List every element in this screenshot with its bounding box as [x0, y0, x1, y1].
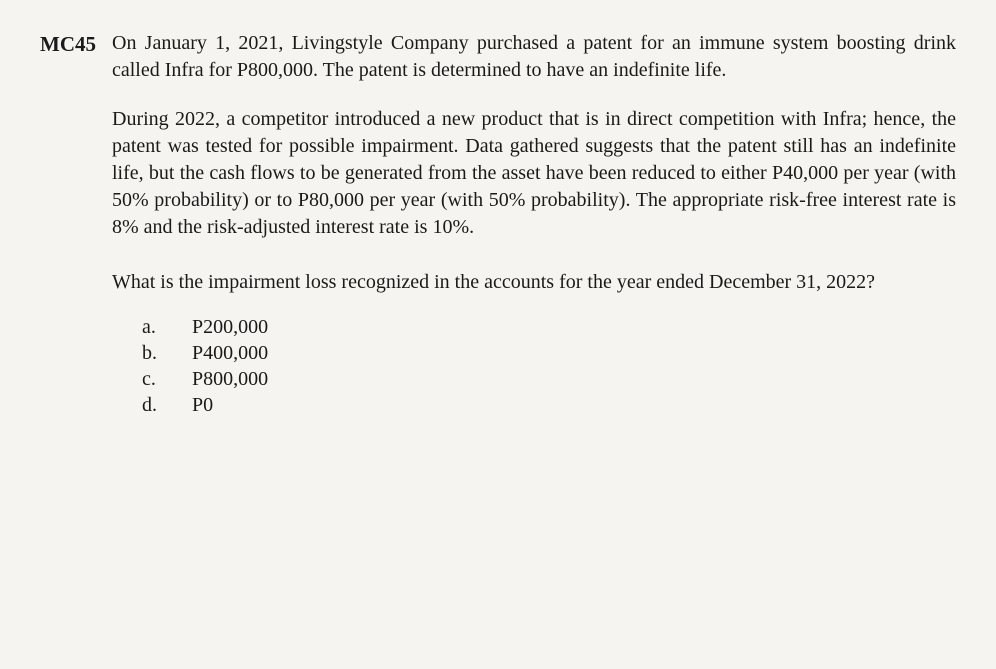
option-letter: d.: [142, 392, 162, 418]
question-content: On January 1, 2021, Livingstyle Company …: [112, 30, 956, 418]
question-number: MC45: [40, 30, 96, 418]
option-letter: c.: [142, 366, 162, 392]
option-value: P800,000: [192, 366, 956, 392]
answer-options: a. P200,000 b. P400,000 c. P800,000 d. P…: [142, 314, 956, 418]
option-value: P200,000: [192, 314, 956, 340]
option-d: d. P0: [142, 392, 956, 418]
option-value: P400,000: [192, 340, 956, 366]
option-b: b. P400,000: [142, 340, 956, 366]
option-letter: b.: [142, 340, 162, 366]
question-prompt: What is the impairment loss recognized i…: [112, 269, 956, 296]
paragraph-2: During 2022, a competitor introduced a n…: [112, 106, 956, 241]
question-block: MC45 On January 1, 2021, Livingstyle Com…: [40, 30, 956, 418]
option-letter: a.: [142, 314, 162, 340]
option-a: a. P200,000: [142, 314, 956, 340]
option-c: c. P800,000: [142, 366, 956, 392]
option-value: P0: [192, 392, 956, 418]
paragraph-1: On January 1, 2021, Livingstyle Company …: [112, 30, 956, 84]
